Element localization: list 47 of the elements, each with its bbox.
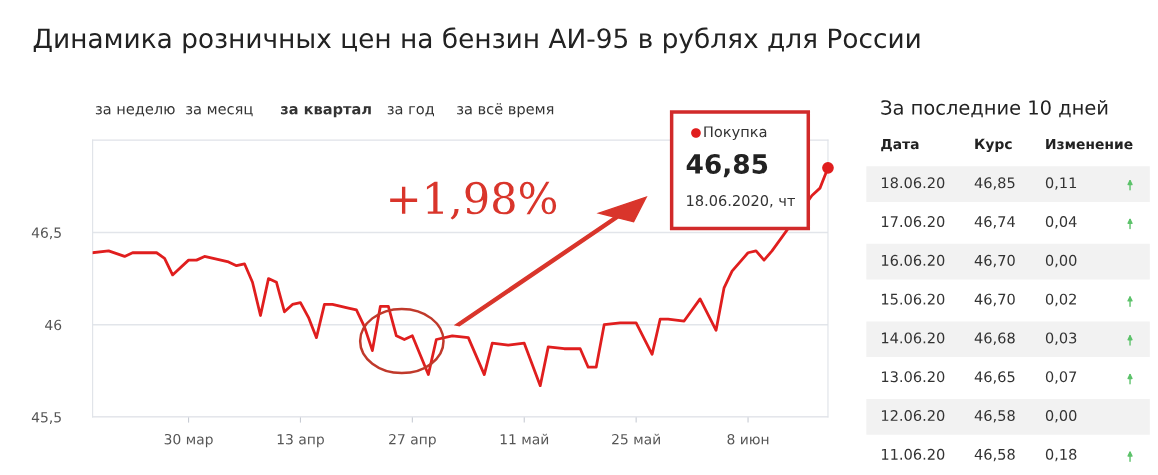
text: за год bbox=[387, 106, 434, 117]
y-tick-label: 46 bbox=[45, 319, 62, 331]
category-label: 18.06.20 bbox=[881, 177, 945, 189]
text: за месяц bbox=[186, 106, 253, 117]
data-label: 46,58 bbox=[974, 410, 1015, 423]
annotation: 18.06.2020, чт bbox=[687, 195, 795, 208]
text: За последние 10 дней bbox=[881, 99, 1108, 118]
data-label: 46,70 bbox=[974, 293, 1015, 307]
category-label: 13.06.20 bbox=[881, 371, 945, 383]
data-label: 0,04 bbox=[1045, 216, 1077, 229]
data-label: 0,18 bbox=[1045, 448, 1077, 462]
category-label: 12.06.20 bbox=[881, 410, 945, 422]
y-tick-label: 46,5 bbox=[31, 227, 61, 240]
category-label: 11.06.20 bbox=[881, 448, 945, 460]
data-label: 46,68 bbox=[974, 332, 1015, 345]
data-label: 46,85 bbox=[974, 177, 1015, 190]
x-tick-label: 8 июн bbox=[727, 433, 769, 445]
series-label: Курс bbox=[975, 138, 1012, 152]
data-label: 46,65 bbox=[974, 371, 1015, 384]
text: за всё время bbox=[457, 103, 554, 118]
data-label: 46,74 bbox=[974, 216, 1015, 229]
x-tick-label: 25 май bbox=[612, 433, 660, 445]
data-label: 0,00 bbox=[1045, 410, 1077, 423]
x-tick-label: 13 апр bbox=[277, 433, 324, 448]
text: Изменение bbox=[1046, 138, 1133, 150]
data-label: 0,00 bbox=[1045, 254, 1077, 268]
data-label: 46,70 bbox=[974, 254, 1015, 268]
text: Дата bbox=[881, 138, 919, 152]
x-tick-label: 11 май bbox=[500, 433, 549, 445]
category-label: 15.06.20 bbox=[881, 293, 945, 305]
text: за квартал bbox=[280, 106, 371, 118]
data-label: 0,11 bbox=[1045, 177, 1077, 190]
data-label: 0,03 bbox=[1045, 332, 1077, 345]
text: Покупка bbox=[704, 126, 767, 141]
x-tick-label: 30 мар bbox=[164, 433, 213, 448]
annotation: 46,85 bbox=[686, 153, 768, 178]
category-label: 16.06.20 bbox=[881, 254, 945, 266]
data-label: 0,02 bbox=[1045, 293, 1076, 307]
annotation: +1,98% bbox=[390, 181, 557, 220]
chart-title: Динамика розничных цен на бензин АИ-95 в рублях для России bbox=[33, 27, 920, 54]
x-tick-label: 27 апр bbox=[389, 433, 436, 448]
y-tick-label: 45,5 bbox=[31, 412, 61, 424]
data-label: 46,58 bbox=[974, 448, 1015, 462]
text: за неделю bbox=[95, 106, 175, 117]
category-label: 17.06.20 bbox=[881, 216, 945, 228]
category-label: 14.06.20 bbox=[881, 332, 945, 344]
data-label: 0,07 bbox=[1045, 371, 1077, 384]
